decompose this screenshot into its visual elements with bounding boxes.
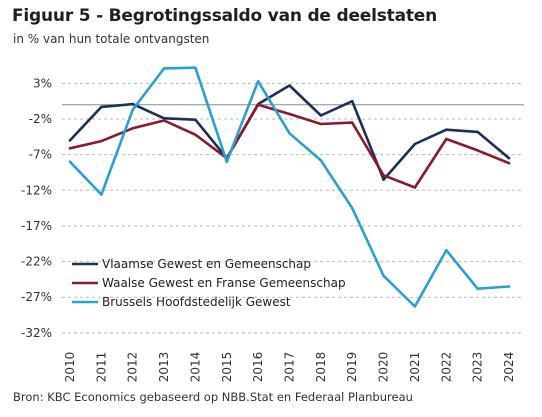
y-tick-label: -7% xyxy=(29,148,52,162)
data-point xyxy=(288,84,291,87)
x-tick-label: 2012 xyxy=(126,352,140,383)
data-point xyxy=(68,147,72,150)
data-point xyxy=(256,103,260,106)
y-tick-label: 3% xyxy=(33,76,52,90)
data-point xyxy=(382,274,385,278)
data-point xyxy=(413,142,417,146)
x-tick-label: 2022 xyxy=(439,352,453,383)
data-point xyxy=(476,149,479,152)
x-tick-label: 2021 xyxy=(408,352,422,383)
legend-label: Waalse Gewest en Franse Gemeenschap xyxy=(102,276,346,290)
data-point xyxy=(100,105,103,109)
x-tick-label: 2016 xyxy=(251,352,265,383)
data-point xyxy=(256,80,260,83)
data-point xyxy=(351,206,354,210)
legend-label: Brussels Hoofdstedelijk Gewest xyxy=(102,295,291,309)
x-tick-label: 2020 xyxy=(377,352,391,383)
data-point xyxy=(319,122,323,126)
x-tick-label: 2024 xyxy=(502,352,516,383)
legend: Vlaamse Gewest en Gemeenschap Waalse Gewe… xyxy=(72,257,346,309)
data-point xyxy=(445,128,448,131)
y-tick-label: -27% xyxy=(21,290,52,304)
data-point xyxy=(162,117,166,120)
data-point xyxy=(68,160,72,163)
data-point xyxy=(476,287,479,290)
y-tick-label: -17% xyxy=(21,219,52,233)
data-point xyxy=(382,174,385,177)
data-point xyxy=(507,285,511,288)
data-point xyxy=(131,102,134,106)
data-point xyxy=(319,159,323,162)
data-point xyxy=(413,186,417,189)
data-point xyxy=(194,133,197,136)
data-point xyxy=(225,160,228,163)
data-point xyxy=(413,305,417,308)
x-tick-label: 2010 xyxy=(63,352,77,383)
chart-subtitle: in % van hun totale ontvangsten xyxy=(13,32,210,46)
series-lines xyxy=(68,66,511,308)
series-line xyxy=(68,103,511,189)
data-point xyxy=(382,178,385,181)
data-point xyxy=(100,193,103,196)
data-point xyxy=(288,132,291,135)
data-point xyxy=(288,112,291,116)
chart-title: Figuur 5 - Begrotingssaldo van de deelst… xyxy=(12,6,438,26)
x-tick-label: 2015 xyxy=(220,352,234,383)
x-tick-label: 2019 xyxy=(345,352,359,383)
data-point xyxy=(351,121,354,124)
data-point xyxy=(507,157,511,160)
y-tick-label: -32% xyxy=(21,326,52,340)
y-tick-label: -22% xyxy=(21,255,52,269)
y-tick-label: -12% xyxy=(21,183,52,197)
data-point xyxy=(445,248,448,252)
data-point xyxy=(194,66,197,69)
data-point xyxy=(319,114,323,117)
x-tick-label: 2018 xyxy=(314,352,328,383)
data-point xyxy=(194,118,197,121)
legend-label: Vlaamse Gewest en Gemeenschap xyxy=(102,257,311,271)
y-tick-label: -2% xyxy=(29,112,52,126)
data-point xyxy=(162,67,166,70)
data-point xyxy=(445,137,448,141)
x-axis-ticks: 2010 2011 2012 2013 2014 2015 2016 2017 2018 2019… xyxy=(63,352,516,383)
x-tick-label: 2014 xyxy=(188,352,202,383)
data-point xyxy=(131,127,134,130)
x-tick-label: 2013 xyxy=(157,352,171,383)
y-axis-ticks: 3% -2% -7% -12% -17% -22% -27% -32% xyxy=(21,76,52,339)
data-point xyxy=(68,139,72,142)
data-point xyxy=(351,100,354,103)
data-point xyxy=(100,139,103,143)
data-point xyxy=(131,108,134,111)
x-tick-label: 2011 xyxy=(94,352,108,383)
x-tick-label: 2017 xyxy=(283,352,297,383)
gridlines xyxy=(62,82,524,334)
data-point xyxy=(162,119,166,122)
data-point xyxy=(476,130,479,134)
x-tick-label: 2023 xyxy=(471,352,485,383)
data-point xyxy=(507,162,511,165)
source-note: Bron: KBC Economics gebaseerd op NBB.Sta… xyxy=(13,390,413,404)
